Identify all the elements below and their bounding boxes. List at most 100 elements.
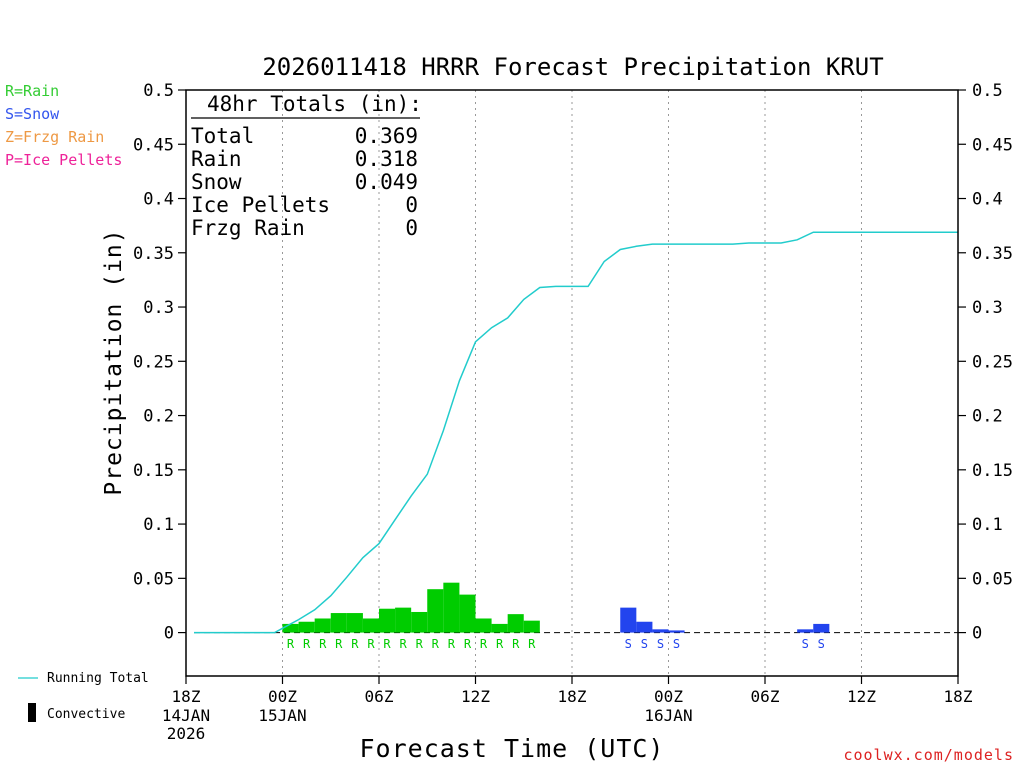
y-tick-label-left: 0.05 [133, 569, 174, 589]
rain-bars-bar [491, 623, 508, 633]
rain-bars-bar [282, 623, 299, 633]
snow-symbol: S [641, 637, 648, 651]
rain-bars-bar [427, 589, 444, 633]
rain-symbol: R [512, 637, 520, 651]
rain-bars-bar [411, 611, 428, 633]
y-tick-label-right: 0.4 [972, 190, 1003, 210]
y-tick-label-left: 0.2 [143, 407, 174, 427]
rain-bars-bar [330, 613, 347, 633]
totals-row-value: 0.369 [355, 124, 418, 148]
y-tick-label-left: 0.4 [143, 190, 174, 210]
y-tick-label-right: 0.35 [972, 244, 1013, 264]
totals-box: 48hr Totals (in): Total 0.369 Rain 0.318 Sno… [191, 92, 422, 240]
rain-bars-bar [379, 608, 396, 633]
rain-symbol: R [319, 637, 327, 651]
rain-symbol: R [416, 637, 424, 651]
y-tick-label-right: 0.5 [972, 81, 1003, 101]
rain-symbol: R [464, 637, 472, 651]
bar-series [282, 582, 830, 633]
grid-lines [194, 90, 958, 676]
y-tick-label-right: 0 [972, 624, 982, 644]
rain-bars-bar [523, 620, 540, 633]
totals-row-value: 0.318 [355, 147, 418, 171]
rain-symbol: R [287, 637, 295, 651]
x-tick-label: 00Z [268, 687, 297, 706]
x-tick-label: 06Z [365, 687, 394, 706]
type-legend-item: R=Rain [5, 82, 59, 100]
convective-legend-label: Convective [47, 707, 125, 722]
running-total-legend-label: Running Total [47, 671, 149, 686]
convective-swatch [28, 703, 36, 722]
y-tick-label-left: 0.35 [133, 244, 174, 264]
y-tick-label-right: 0.45 [972, 135, 1013, 155]
x-tick-label: 18Z [172, 687, 201, 706]
x-tick-sublabel: 16JAN [644, 706, 692, 725]
y-ticks-left: 0.5 0.45 0.4 0.35 0.3 0.25 0.2 0.15 0.1 0.05 0 [133, 81, 186, 644]
rain-bars-bar [459, 594, 476, 633]
rain-bars-bar [346, 613, 363, 633]
y-tick-label-left: 0.5 [143, 81, 174, 101]
rain-symbol: R [528, 637, 536, 651]
y-tick-label-right: 0.25 [972, 352, 1013, 372]
type-legend-item: Z=Frzg Rain [5, 128, 104, 146]
type-legend-item: P=Ice Pellets [5, 151, 122, 169]
snow-symbol: S [818, 637, 825, 651]
rain-bars-bar [298, 621, 315, 633]
y-tick-label-right: 0.1 [972, 515, 1003, 535]
bottom-legend: Running Total Convective [18, 671, 149, 722]
rain-symbol: R [432, 637, 440, 651]
rain-symbol: R [367, 637, 375, 651]
rain-bars-bar [443, 582, 460, 633]
rain-symbol: R [448, 637, 456, 651]
rain-bars-bar [507, 614, 524, 633]
totals-row-label: Frzg Rain [191, 216, 305, 240]
snow-bars-bar [813, 623, 830, 633]
totals-row-value: 0 [405, 193, 418, 217]
totals-row-label: Snow [191, 170, 242, 194]
snow-symbol: S [657, 637, 664, 651]
totals-heading: 48hr Totals (in): [207, 92, 422, 116]
totals-row-value: 0 [405, 216, 418, 240]
rain-bars-bar [362, 618, 379, 633]
totals-row-label: Ice Pellets [191, 193, 330, 217]
y-tick-label-left: 0.3 [143, 298, 174, 318]
y-tick-label-left: 0 [164, 624, 174, 644]
x-tick-label: 06Z [751, 687, 780, 706]
y-tick-label-right: 0.15 [972, 461, 1013, 481]
rain-symbol: R [480, 637, 488, 651]
y-tick-label-right: 0.3 [972, 298, 1003, 318]
y-tick-label-left: 0.15 [133, 461, 174, 481]
rain-bars-bar [314, 618, 331, 633]
x-tick-sublabel: 2026 [167, 724, 206, 743]
type-legend-item: S=Snow [5, 105, 60, 123]
y-tick-label-right: 0.2 [972, 407, 1003, 427]
rain-symbol: R [400, 637, 408, 651]
snow-bars-bar [620, 607, 637, 633]
snow-bars-bar [797, 629, 814, 633]
totals-row-label: Rain [191, 147, 242, 171]
x-tick-label: 12Z [847, 687, 876, 706]
rain-symbol: R [335, 637, 343, 651]
precip-type-legend: R=Rain S=Snow Z=Frzg Rain P=Ice Pellets [5, 82, 122, 169]
y-tick-label-left: 0.25 [133, 352, 174, 372]
snow-symbol: S [625, 637, 632, 651]
rain-bars-bar [395, 607, 412, 633]
credit-link[interactable]: coolwx.com/models [843, 746, 1014, 764]
y-axis-label: Precipitation (in) [101, 228, 127, 495]
chart-title: 2026011418 HRRR Forecast Precipitation K… [262, 53, 883, 81]
x-tick-label: 00Z [654, 687, 683, 706]
snow-symbol: S [673, 637, 680, 651]
snow-bars-bar [668, 630, 685, 633]
y-ticks-right: 0.5 0.45 0.4 0.35 0.3 0.25 0.2 0.15 0.1 0.05 0 [958, 81, 1013, 644]
x-tick-label: 18Z [558, 687, 587, 706]
x-tick-label: 18Z [944, 687, 973, 706]
snow-symbol: S [802, 637, 809, 651]
rain-symbol: R [383, 637, 391, 651]
totals-row-label: Total [191, 124, 254, 148]
y-tick-label-left: 0.45 [133, 135, 174, 155]
x-tick-sublabel: 14JAN [162, 706, 210, 725]
snow-bars-bar [652, 629, 669, 633]
